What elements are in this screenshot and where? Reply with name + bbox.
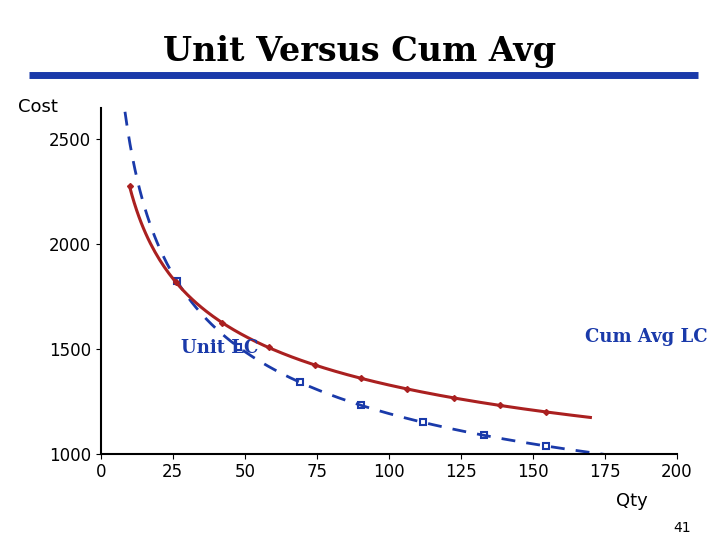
Text: 41: 41: [674, 521, 691, 535]
Text: Cum Avg LC: Cum Avg LC: [585, 328, 707, 346]
Text: Qty: Qty: [616, 492, 648, 510]
Text: Unit LC: Unit LC: [181, 339, 258, 357]
Text: Unit Versus Cum Avg: Unit Versus Cum Avg: [163, 35, 557, 68]
Text: Cost: Cost: [17, 98, 58, 117]
